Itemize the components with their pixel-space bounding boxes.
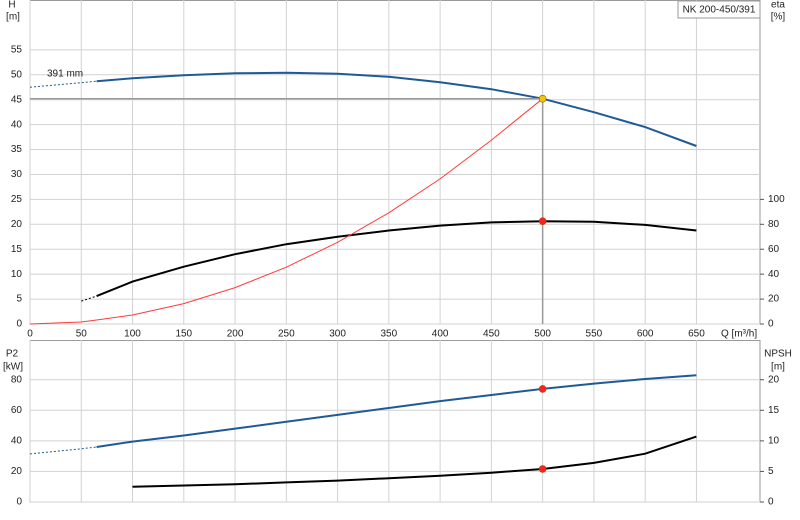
x-tick-label: 250: [278, 329, 295, 340]
annotation: 391 mm: [47, 69, 83, 80]
y-tick-label: 5: [16, 294, 22, 305]
y-axis-label: H: [8, 0, 15, 11]
x-tick-label: 350: [381, 329, 398, 340]
y2-axis-unit: [m]: [771, 362, 785, 373]
y2-tick-label: 20: [768, 374, 780, 385]
y2-tick-label: 60: [768, 244, 780, 255]
y2-tick-label: 0: [768, 319, 774, 330]
x-axis-label: Q [m³/h]: [721, 329, 757, 340]
y-tick-label: 50: [11, 69, 23, 80]
y-tick-label: 10: [11, 269, 23, 280]
chart-title: NK 200-450/391: [683, 5, 756, 16]
y-axis-label: P2: [6, 349, 19, 360]
y-tick-label: 40: [11, 119, 23, 130]
curve: [29, 446, 97, 455]
y-tick-label: 0: [16, 497, 22, 508]
x-tick-label: 650: [688, 329, 705, 340]
operating-point: [538, 465, 547, 473]
x-tick-label: 500: [534, 329, 551, 340]
y2-tick-label: 0: [768, 497, 774, 508]
y-tick-label: 55: [11, 44, 23, 55]
operating-point: [538, 94, 547, 103]
operating-point: [538, 385, 547, 393]
y2-tick-label: 15: [768, 405, 780, 416]
curve: [81, 295, 97, 302]
x-tick-label: 100: [124, 329, 141, 340]
y2-axis-label: NPSH: [764, 349, 792, 360]
y2-tick-label: 40: [768, 269, 780, 280]
title-box: [677, 0, 761, 19]
y2-tick-label: 100: [768, 194, 785, 205]
x-tick-label: 0: [27, 329, 33, 340]
curve: [132, 435, 697, 488]
plot-area: [29, 0, 761, 325]
y-tick-label: 45: [11, 94, 23, 105]
y2-axis-unit: [%]: [771, 12, 786, 23]
y-tick-label: 60: [11, 405, 23, 416]
y-tick-label: 20: [11, 219, 23, 230]
curve: [29, 80, 97, 88]
x-tick-label: 600: [637, 329, 654, 340]
y-tick-label: 0: [16, 319, 22, 330]
x-tick-label: 300: [329, 329, 346, 340]
x-tick-label: 450: [483, 329, 500, 340]
y-tick-label: 25: [11, 194, 23, 205]
y-tick-label: 40: [11, 436, 23, 447]
y2-axis-label: eta: [771, 0, 785, 11]
x-tick-label: 50: [76, 329, 88, 340]
x-tick-label: 200: [227, 329, 244, 340]
x-tick-label: 150: [175, 329, 192, 340]
y-tick-label: 30: [11, 169, 23, 180]
y2-tick-label: 10: [768, 436, 780, 447]
curve: [96, 71, 697, 147]
y-tick-label: 35: [11, 144, 23, 155]
curve: [96, 374, 697, 448]
y2-tick-label: 80: [768, 219, 780, 230]
curve: [96, 220, 697, 298]
y-tick-label: 15: [11, 244, 23, 255]
curve: [29, 98, 543, 325]
operating-point: [538, 217, 547, 225]
y2-tick-label: 5: [768, 466, 774, 477]
y-axis-unit: [kW]: [3, 362, 23, 373]
plot-area: [29, 340, 761, 503]
y-tick-label: 20: [11, 466, 23, 477]
y-tick-label: 80: [11, 374, 23, 385]
y2-tick-label: 20: [768, 294, 780, 305]
x-tick-label: 400: [432, 329, 449, 340]
x-tick-label: 550: [586, 329, 603, 340]
y-axis-unit: [m]: [6, 12, 20, 23]
